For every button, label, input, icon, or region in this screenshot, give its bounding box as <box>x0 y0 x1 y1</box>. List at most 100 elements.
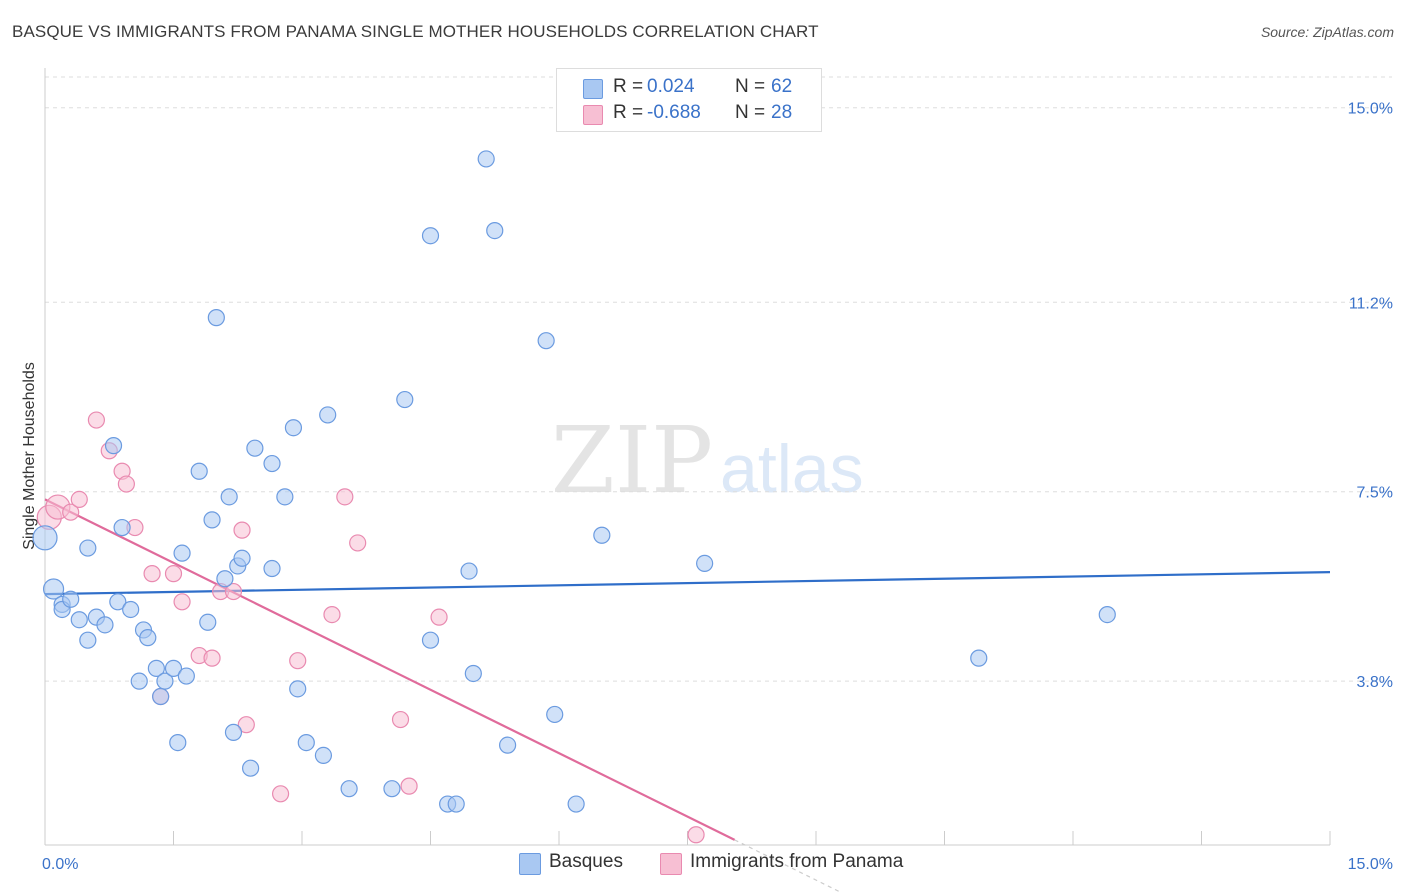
basques-point <box>464 664 482 683</box>
basques-point <box>199 613 217 631</box>
axes <box>44 68 1331 846</box>
r-label: R = <box>613 102 644 123</box>
basques-point <box>139 629 157 647</box>
panama-point <box>87 411 106 429</box>
panama-point <box>349 534 367 552</box>
basques-point <box>297 733 315 752</box>
stats-legend: R = 0.024 N = 62 R = -0.688 N = 28 <box>556 68 822 132</box>
basques-point <box>169 733 187 752</box>
basques-point <box>447 795 465 813</box>
basques-point <box>147 659 165 677</box>
basques-point <box>546 705 564 724</box>
panama-trend-extension <box>734 839 842 892</box>
y-tick-label: 7.5% <box>1357 485 1393 502</box>
panama-point <box>164 565 183 583</box>
n-value: 62 <box>771 76 793 97</box>
basques-point <box>289 680 307 698</box>
basques-point <box>79 631 97 649</box>
basques-point <box>460 562 478 580</box>
n-label: N = <box>735 102 766 123</box>
series-legend: Basques Immigrants from Panama <box>0 850 1406 878</box>
basques-point <box>276 488 294 506</box>
panama-swatch <box>583 105 603 125</box>
r-value: -0.688 <box>647 102 701 123</box>
panama-swatch <box>660 853 682 875</box>
panama-point <box>203 649 221 667</box>
panama-point <box>271 785 290 803</box>
panama-trend-line <box>44 498 736 841</box>
basques-point <box>421 227 440 245</box>
panama-point <box>289 652 307 670</box>
chart-title: BASQUE VS IMMIGRANTS FROM PANAMA SINGLE … <box>12 22 819 41</box>
basques-point <box>62 590 80 608</box>
basques-point <box>477 150 495 168</box>
basques-swatch <box>583 79 603 99</box>
data-points <box>32 150 1116 844</box>
basques-point <box>1098 605 1116 624</box>
basques-point <box>220 488 238 506</box>
x-tick-labels: 0.0% 15.0% <box>42 856 1393 873</box>
basques-point <box>79 539 97 557</box>
panama-point <box>400 777 418 795</box>
y-tick-label: 3.8% <box>1357 674 1393 691</box>
panama-point <box>143 565 161 583</box>
r-value: 0.024 <box>647 76 695 97</box>
panama-point <box>173 593 191 611</box>
y-tick-label: 11.2% <box>1349 295 1393 312</box>
basques-point <box>246 439 264 457</box>
basques-point <box>190 462 208 480</box>
basques-point <box>122 600 140 619</box>
panama-point <box>70 490 88 508</box>
legend-label: Basques <box>549 851 623 872</box>
basques-point <box>113 518 131 537</box>
basques-point <box>567 795 585 813</box>
r-label: R = <box>613 76 644 97</box>
basques-point <box>263 559 281 578</box>
basques-point <box>164 659 183 677</box>
panama-point <box>237 716 255 734</box>
basques-point <box>177 667 195 685</box>
trend-lines <box>44 498 1331 892</box>
x-tick-label: 15.0% <box>1348 856 1393 873</box>
basques-point <box>70 611 88 629</box>
basques-point <box>104 437 123 455</box>
basques-point <box>593 526 611 544</box>
basques-point <box>263 454 281 473</box>
panama-point <box>687 826 705 844</box>
panama-point <box>117 475 135 493</box>
basques-point <box>319 406 337 424</box>
basques-point <box>421 631 440 649</box>
basques-point <box>696 554 714 573</box>
basques-point <box>396 390 414 409</box>
basques-point <box>207 309 225 327</box>
basques-point <box>486 222 504 240</box>
basques-point <box>383 780 401 798</box>
panama-point <box>62 503 80 521</box>
basques-point <box>130 672 148 690</box>
basques-point <box>216 570 234 588</box>
basques-point <box>152 687 170 706</box>
basques-point <box>173 544 191 562</box>
basques-point <box>537 332 555 350</box>
basques-point <box>224 723 243 741</box>
basques-point <box>340 780 358 798</box>
basques-point <box>242 759 260 777</box>
panama-point <box>323 605 341 624</box>
panama-point <box>430 608 448 626</box>
basques-point <box>314 746 333 765</box>
y-tick-label: 15.0% <box>1348 101 1393 118</box>
basques-point <box>284 419 303 437</box>
x-tick-label: 0.0% <box>42 856 78 873</box>
source-credit: Source: ZipAtlas.com <box>1260 24 1394 40</box>
basques-point <box>96 616 114 634</box>
panama-point <box>391 710 410 729</box>
basques-point <box>203 511 221 529</box>
basques-point <box>109 593 127 611</box>
legend-label: Immigrants from Panama <box>690 851 904 872</box>
basques-point <box>32 525 58 551</box>
basques-point <box>233 549 251 567</box>
n-label: N = <box>735 76 766 97</box>
basques-point <box>42 578 65 600</box>
basques-point <box>156 672 174 690</box>
